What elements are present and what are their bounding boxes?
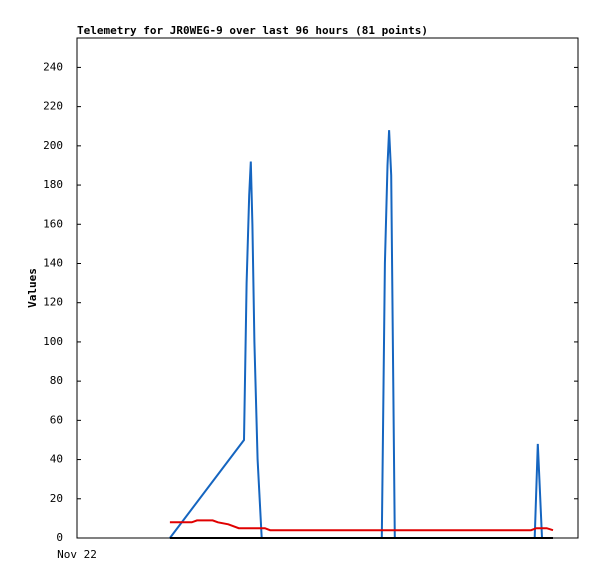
y-tick-label: 40 bbox=[50, 453, 63, 466]
y-tick-label: 20 bbox=[50, 492, 63, 505]
y-tick-label: 180 bbox=[43, 178, 63, 191]
series-line bbox=[169, 130, 553, 539]
y-tick-label: 240 bbox=[43, 60, 63, 73]
y-axis-label: Values bbox=[26, 268, 39, 308]
x-tick-label: Nov 22 bbox=[57, 548, 97, 561]
y-tick-label: 220 bbox=[43, 100, 63, 113]
series-line bbox=[169, 519, 554, 532]
y-tick-label: 140 bbox=[43, 256, 63, 269]
y-tick-label: 160 bbox=[43, 217, 63, 230]
y-tick-label: 100 bbox=[43, 335, 63, 348]
plot-frame bbox=[76, 37, 579, 539]
y-tick-label: 120 bbox=[43, 296, 63, 309]
y-tick-label: 0 bbox=[56, 531, 63, 544]
y-tick-label: 200 bbox=[43, 139, 63, 152]
y-tick-label: 80 bbox=[50, 374, 63, 387]
y-tick-label: 60 bbox=[50, 413, 63, 426]
chart-title: Telemetry for JR0WEG-9 over last 96 hour… bbox=[77, 24, 428, 37]
